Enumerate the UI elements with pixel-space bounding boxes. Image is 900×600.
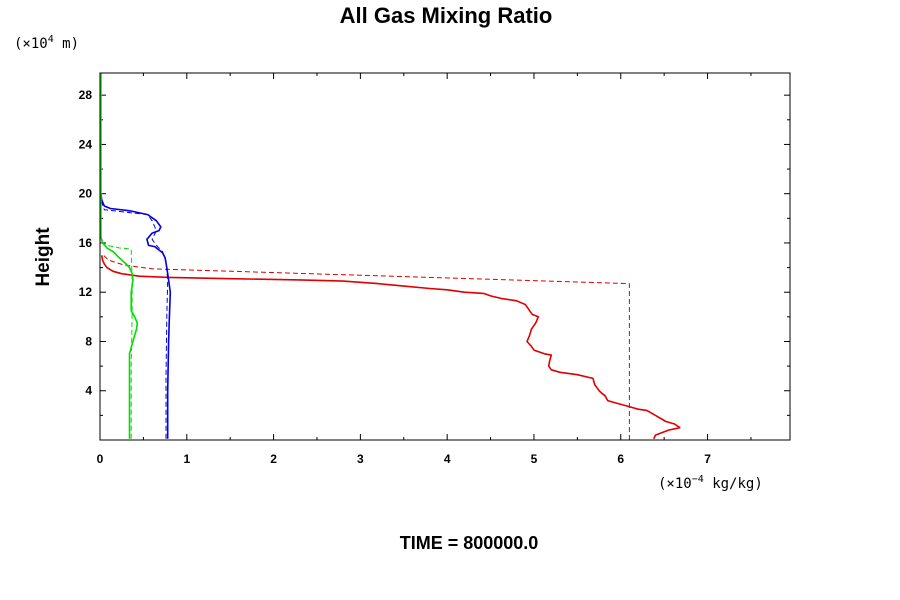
y-tick-label: 12 [79,285,93,299]
x-tick-label: 5 [531,452,538,466]
x-unit-exponent: −4 [692,474,704,485]
y-axis-unit: (×104 m) [14,34,79,52]
series-green-dashed [99,236,133,439]
series-red-dashed [103,254,630,440]
y-tick-label: 20 [79,187,93,201]
x-tick-label: 6 [617,452,624,466]
y-axis-label: Height [33,227,54,287]
y-unit-suffix: m) [54,36,79,52]
x-tick-label: 4 [444,452,451,466]
x-tick-label: 1 [183,452,190,466]
series-green-solid [100,73,139,439]
y-tick-label: 16 [79,236,93,250]
series-blue-dashed [100,199,169,439]
x-unit-suffix: kg/kg) [704,476,763,492]
series-group [99,73,681,440]
series-red-solid [100,255,681,440]
x-tick-label: 0 [97,452,104,466]
x-unit-prefix: (×10 [658,476,692,492]
x-tick-label: 2 [270,452,277,466]
axis-ticks [99,73,790,440]
time-label: TIME = 800000.0 [400,533,539,553]
chart-title: All Gas Mixing Ratio [340,3,553,28]
y-tick-label: 8 [85,334,92,348]
x-axis-unit: (×10−4 kg/kg) [658,474,763,492]
series-blue-solid [100,193,172,439]
y-tick-label: 28 [79,88,93,102]
plot-frame [99,72,791,441]
x-tick-label: 3 [357,452,364,466]
x-tick-label: 7 [704,452,711,466]
y-unit-prefix: (×10 [14,36,48,52]
y-unit-exponent: 4 [48,34,54,45]
y-tick-label: 24 [79,137,93,151]
y-tick-label: 4 [85,384,92,398]
